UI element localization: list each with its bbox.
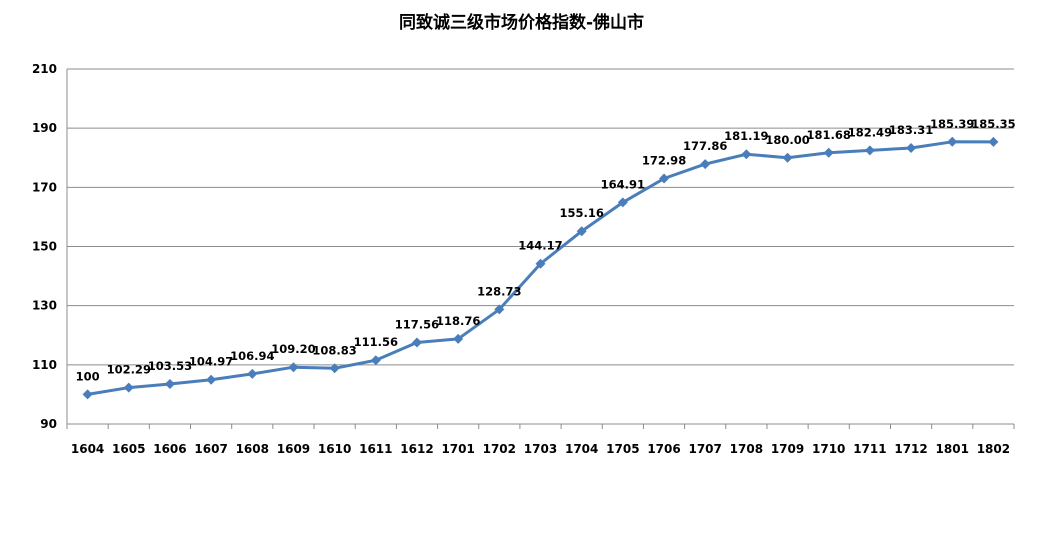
chart-title: 同致诚三级市场价格指数-佛山市 — [398, 13, 645, 33]
data-point — [206, 374, 217, 385]
x-tick-label: 1705 — [606, 442, 639, 456]
data-point — [823, 147, 834, 158]
x-tick-label: 1706 — [647, 442, 680, 456]
data-point — [576, 226, 587, 237]
data-label: 117.56 — [395, 317, 439, 331]
data-point — [329, 363, 340, 374]
x-tick-label: 1711 — [853, 442, 886, 456]
data-point — [247, 368, 258, 379]
x-tick-label: 1605 — [112, 442, 145, 456]
data-label: 181.68 — [807, 128, 851, 142]
x-tick-label: 1611 — [359, 442, 392, 456]
data-point — [453, 333, 464, 344]
x-tick-label: 1701 — [441, 442, 474, 456]
y-tick-label: 210 — [32, 62, 57, 76]
x-tick-label: 1707 — [688, 442, 721, 456]
x-tick-label: 1609 — [277, 442, 310, 456]
data-label: 181.19 — [724, 129, 768, 143]
data-point — [988, 136, 999, 147]
data-point — [659, 173, 670, 184]
x-tick-label: 1708 — [730, 442, 763, 456]
x-tick-label: 1608 — [236, 442, 269, 456]
data-point — [617, 197, 628, 208]
data-label: 111.56 — [354, 335, 398, 349]
data-label: 103.53 — [148, 359, 192, 373]
data-point — [700, 159, 711, 170]
data-point — [494, 304, 505, 315]
data-label: 185.39 — [930, 117, 974, 131]
data-point — [782, 152, 793, 163]
y-tick-label: 190 — [32, 121, 57, 135]
x-tick-label: 1802 — [977, 442, 1010, 456]
x-tick-label: 1612 — [400, 442, 433, 456]
gridlines — [67, 68, 1014, 366]
data-label: 144.17 — [518, 239, 562, 253]
x-tick-label: 1604 — [71, 442, 104, 456]
data-point — [82, 389, 93, 400]
data-label: 164.91 — [601, 177, 645, 191]
y-tick-label: 170 — [32, 180, 57, 194]
data-point — [370, 355, 381, 366]
data-label: 155.16 — [559, 206, 603, 220]
data-point — [864, 145, 875, 156]
data-labels: 100 102.29103.53104.97106.94109.20108.831… — [76, 117, 1016, 384]
data-label: 100 — [76, 369, 100, 383]
data-point — [947, 136, 958, 147]
data-label: 128.73 — [477, 284, 521, 298]
axes: 90 110 130 150 170 190 210 1604 1605 1606 1607 1608… — [32, 62, 1015, 456]
data-label: 108.83 — [312, 343, 356, 357]
x-tick-label: 1704 — [565, 442, 598, 456]
data-label: 180.00 — [765, 133, 809, 147]
data-point — [906, 142, 917, 153]
series-layer — [82, 136, 999, 400]
y-tick-label: 110 — [32, 358, 57, 372]
x-tick-label: 1710 — [812, 442, 845, 456]
data-point — [411, 337, 422, 348]
x-tick-label: 1607 — [194, 442, 227, 456]
x-tick-label: 1702 — [483, 442, 516, 456]
x-tick-label: 1712 — [894, 442, 927, 456]
data-label: 102.29 — [107, 363, 151, 377]
data-label: 106.94 — [230, 349, 274, 363]
x-tick-label: 1709 — [771, 442, 804, 456]
data-point — [741, 149, 752, 160]
y-tick-label: 150 — [32, 240, 57, 254]
y-tick-label: 90 — [40, 417, 57, 431]
y-tick-label: 130 — [32, 299, 57, 313]
x-tick-label: 1610 — [318, 442, 351, 456]
data-label: 185.35 — [971, 117, 1015, 131]
data-label: 104.97 — [189, 355, 233, 369]
x-tick-label: 1801 — [936, 442, 969, 456]
data-label: 118.76 — [436, 314, 480, 328]
data-label: 109.20 — [271, 342, 315, 356]
data-label: 177.86 — [683, 139, 727, 153]
x-tick-label: 1703 — [524, 442, 557, 456]
data-label: 183.31 — [889, 123, 933, 137]
data-point — [164, 378, 175, 389]
x-tick-label: 1606 — [153, 442, 186, 456]
data-point — [123, 382, 134, 393]
data-point — [535, 258, 546, 269]
data-label: 172.98 — [642, 154, 686, 168]
data-label: 182.49 — [848, 125, 892, 139]
data-point — [288, 362, 299, 373]
